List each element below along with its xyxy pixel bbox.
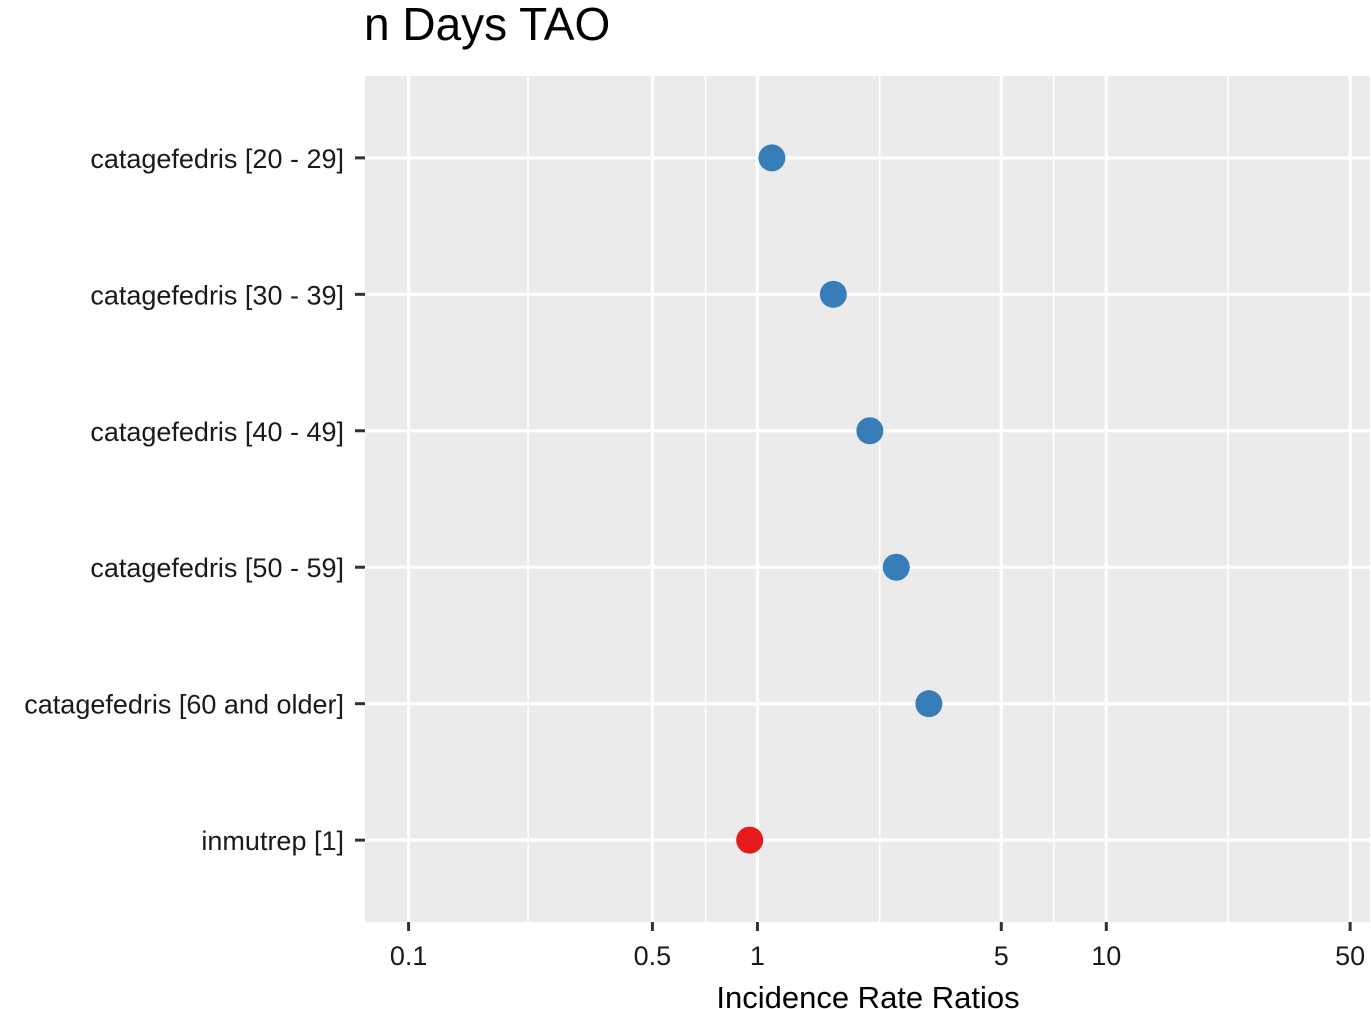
x-tick-label: 0.1	[390, 941, 428, 971]
x-tick-label: 5	[994, 941, 1009, 971]
x-tick-label: 50	[1335, 941, 1365, 971]
chart-title: n Days TAO	[364, 0, 610, 50]
data-point	[915, 690, 943, 718]
y-tick-label: catagefedris [40 - 49]	[90, 417, 344, 447]
data-point	[882, 553, 910, 581]
y-tick-label: catagefedris [20 - 29]	[90, 144, 344, 174]
data-points	[736, 144, 943, 854]
x-tick-label: 0.5	[634, 941, 672, 971]
data-point	[856, 417, 884, 445]
y-tick-label: catagefedris [50 - 59]	[90, 553, 344, 583]
x-axis: 0.1 0.5 1 5 10 50	[390, 922, 1365, 971]
data-point	[736, 826, 764, 854]
y-tick-label: catagefedris [60 and older]	[24, 690, 344, 720]
x-tick-label: 10	[1091, 941, 1121, 971]
x-axis-label: Incidence Rate Ratios	[716, 980, 1019, 1009]
y-tick-label: catagefedris [30 - 39]	[90, 280, 344, 310]
y-axis: catagefedris [20 - 29] catagefedris [30 -…	[24, 144, 365, 856]
data-point	[758, 144, 786, 172]
x-tick-label: 1	[750, 941, 765, 971]
y-tick-label: inmutrep [1]	[201, 826, 344, 856]
data-point	[819, 280, 847, 308]
plot-panel	[365, 76, 1370, 922]
